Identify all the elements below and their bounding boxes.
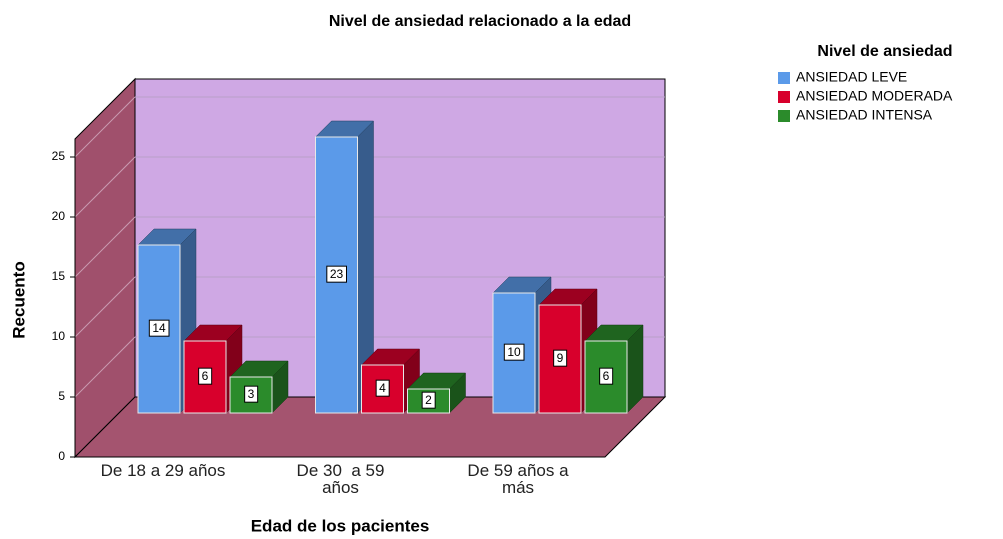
- value-label: 9: [557, 351, 564, 365]
- x-axis-title: Edad de los pacientes: [251, 516, 430, 535]
- value-label-box: [553, 349, 568, 367]
- x-tick-label: De 30 a 59 años: [296, 461, 385, 497]
- x-tick-label: De 59 años a más: [467, 461, 569, 497]
- value-label-box: [421, 391, 436, 409]
- y-tick-label: 5: [58, 389, 65, 403]
- legend-label: ANSIEDAD MODERADA: [796, 88, 953, 104]
- bar-group: 23: [314, 120, 375, 414]
- bar-group: 6: [584, 324, 644, 414]
- legend-swatch: [778, 72, 790, 84]
- y-axis-title: Recuento: [9, 261, 28, 338]
- y-tick-label: 25: [52, 149, 66, 163]
- value-label-box: [244, 385, 259, 403]
- value-label-box: [503, 343, 525, 361]
- x-tick-label: De 18 a 29 años: [100, 461, 226, 480]
- y-tick-label: 10: [52, 329, 66, 343]
- grid-line: [74, 336, 136, 398]
- value-label: 23: [330, 267, 344, 281]
- y-tick-label: 15: [52, 269, 66, 283]
- legend-swatch: [778, 91, 790, 103]
- grid-line: [74, 276, 136, 338]
- bar-group: 2: [406, 372, 467, 414]
- grid-line: [74, 96, 136, 158]
- chart-title: Nivel de ansiedad relacionado a la edad: [329, 13, 631, 30]
- value-label: 6: [202, 369, 209, 383]
- value-label-box: [148, 319, 170, 337]
- y-tick-label: 0: [58, 449, 65, 463]
- y-tick-label: 20: [52, 209, 66, 223]
- legend-label: ANSIEDAD INTENSA: [796, 107, 933, 123]
- legend-label: ANSIEDAD LEVE: [796, 69, 907, 85]
- value-label-box: [375, 379, 390, 397]
- legend-swatch: [778, 110, 790, 122]
- bar-group: 3: [229, 360, 289, 414]
- value-label: 6: [603, 369, 610, 383]
- value-label-box: [198, 367, 213, 385]
- value-label-box: [599, 367, 614, 385]
- legend-title: Nivel de ansiedad: [817, 43, 952, 60]
- grid-line: [74, 156, 136, 218]
- bar-group: 6: [183, 324, 243, 414]
- value-label: 2: [425, 393, 432, 407]
- value-label: 4: [379, 381, 386, 395]
- value-label: 10: [507, 345, 521, 359]
- grid-line: [74, 216, 136, 278]
- value-label-box: [326, 265, 347, 283]
- value-label: 3: [248, 387, 255, 401]
- value-label: 14: [152, 321, 166, 335]
